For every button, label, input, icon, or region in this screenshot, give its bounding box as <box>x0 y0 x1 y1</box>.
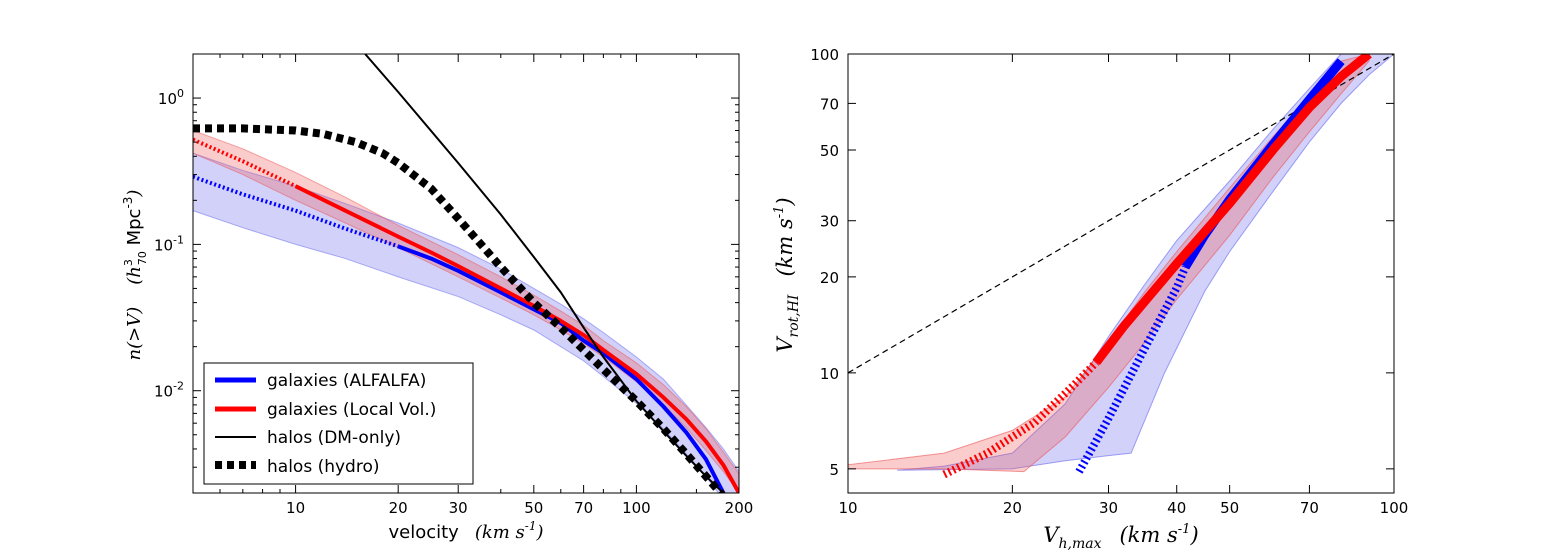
x-tick-label: 30 <box>1099 499 1118 517</box>
right-y-axis-label: Vrot,HI(km s-1) <box>772 197 802 352</box>
x-tick-label: 20 <box>389 499 408 517</box>
x-tick-label: 200 <box>725 499 754 517</box>
legend-item-alfalfa: galaxies (ALFALFA) <box>215 371 426 391</box>
left-panel-cumulative-velocity-function: 10 20 30 50 70 100 200 10-2 10-1 100 velocity (km … <box>121 53 754 543</box>
series-alfalfa-extrapolated <box>1075 265 1190 474</box>
y-tick-label: 70 <box>820 95 839 113</box>
left-plot-frame <box>192 53 740 494</box>
series-halos-dm-only <box>364 54 725 493</box>
right-plot-frame <box>847 53 1395 494</box>
series-one-to-one <box>848 54 1394 374</box>
x-tick-label: 50 <box>1220 499 1239 517</box>
left-y-axis-label: n(>V)(h370 Mpc-3) <box>121 190 149 361</box>
series-galaxies-local-vol <box>294 184 739 493</box>
x-tick-label: 100 <box>622 499 651 517</box>
x-tick-label: 10 <box>838 499 857 517</box>
x-tick-label: 50 <box>524 499 543 517</box>
x-tick-label: 100 <box>1380 499 1409 517</box>
y-tick-label: 5 <box>829 461 839 479</box>
x-tick-label: 10 <box>286 499 305 517</box>
y-tick-label: 30 <box>820 213 839 231</box>
x-tick-label: 70 <box>574 499 593 517</box>
band-alfalfa-uncertainty <box>193 152 739 493</box>
legend-item-dm-only: halos (DM-only) <box>215 428 401 448</box>
left-x-axis-label: velocity (km s-1) <box>388 519 543 543</box>
legend-label-alfalfa: galaxies (ALFALFA) <box>267 371 426 391</box>
legend-label-hydro: halos (hydro) <box>267 457 379 477</box>
left-uncertainty-bands <box>193 129 739 493</box>
right-x-axis-label: Vh,max (km s-1) <box>1043 522 1198 550</box>
x-tick-label: 70 <box>1300 499 1319 517</box>
series-galaxies-alfalfa-extrapolated <box>193 174 399 249</box>
y-tick-label: 10 <box>820 365 839 383</box>
x-tick-label: 40 <box>1167 499 1186 517</box>
series-local-vol-extrapolated <box>942 359 1100 479</box>
legend-box <box>203 362 474 485</box>
legend-label-local-vol: galaxies (Local Vol.) <box>267 400 436 420</box>
series-galaxies-local-vol-extrapolated <box>193 137 297 188</box>
legend-label-dm-only: halos (DM-only) <box>267 428 401 448</box>
series-local-vol <box>1092 54 1372 365</box>
right-panel-rotation-vs-halo-velocity: 10 20 30 40 50 70 100 5 10 20 30 50 70 100 Vh,max (km … <box>772 46 1408 550</box>
right-plot-background <box>848 54 1394 493</box>
x-tick-label: 20 <box>1003 499 1022 517</box>
y-tick-label: 50 <box>820 142 839 160</box>
right-axis-ticks: 10 20 30 40 50 70 100 5 10 20 30 50 70 100 <box>810 46 1408 517</box>
band-local-vol-uncertainty <box>193 129 739 493</box>
y-tick-label: 100 <box>158 87 184 108</box>
left-axis-ticks: 10 20 30 50 70 100 200 10-2 10-1 100 <box>154 53 754 517</box>
series-halos-hydro <box>193 124 726 493</box>
right-data-series <box>848 54 1394 479</box>
y-tick-label: 10-2 <box>154 380 184 401</box>
x-tick-label: 30 <box>449 499 468 517</box>
legend: galaxies (ALFALFA) galaxies (Local Vol.)… <box>203 362 474 485</box>
y-tick-label: 20 <box>820 269 839 287</box>
legend-item-hydro: halos (hydro) <box>215 457 379 477</box>
y-tick-label: 10-1 <box>154 233 184 254</box>
legend-item-local-vol: galaxies (Local Vol.) <box>215 400 436 420</box>
left-data-series <box>193 54 739 493</box>
y-tick-label: 100 <box>810 46 839 64</box>
series-galaxies-alfalfa <box>397 244 726 493</box>
